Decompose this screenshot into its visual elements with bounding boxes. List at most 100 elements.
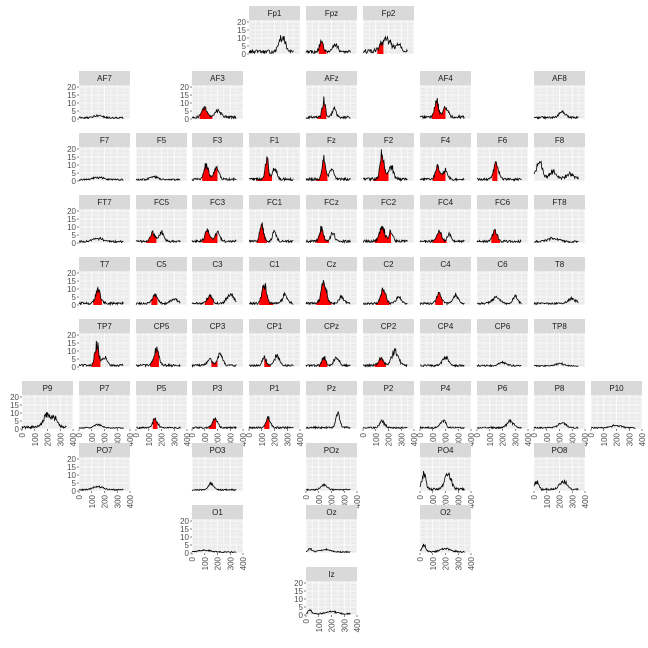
series-line <box>419 164 465 182</box>
x-tick-label: 200 <box>328 494 337 508</box>
series-line <box>533 110 579 120</box>
panel-label: FC6 <box>495 198 511 207</box>
x-tick-label: 200 <box>442 494 451 508</box>
series-line <box>476 160 522 182</box>
x-tick-label: 100 <box>372 432 381 446</box>
series-line <box>419 229 465 244</box>
series-line <box>305 39 351 54</box>
series-line <box>419 419 465 430</box>
strip-c3 <box>192 257 243 271</box>
strip-af8 <box>534 71 585 85</box>
gridlines <box>305 209 358 244</box>
series-line <box>78 285 124 307</box>
y-tick-label: 5 <box>72 293 77 302</box>
gridlines <box>248 395 301 430</box>
panel-label: P2 <box>384 384 394 393</box>
y-tick-label: 0 <box>299 611 304 620</box>
panel-label: PO8 <box>551 446 568 455</box>
strip-po3 <box>192 443 243 457</box>
y-tick-label: 10 <box>67 223 76 232</box>
strip-fc4 <box>420 195 471 209</box>
strip-oz <box>306 505 357 519</box>
gridlines <box>533 333 586 368</box>
strip-f7 <box>79 133 130 147</box>
x-tick-label: 400 <box>467 556 476 570</box>
series-line <box>248 353 294 368</box>
x-tick-label: 300 <box>283 432 292 446</box>
y-tick-label: 15 <box>67 463 76 472</box>
panel-label: T8 <box>555 260 565 269</box>
highlight-area <box>316 154 328 181</box>
panel-p1: P1 0 100 200 300 400 <box>245 381 305 446</box>
y-tick-label: 5 <box>72 231 77 240</box>
x-tick-label: 300 <box>226 432 235 446</box>
y-tick-label: 5 <box>72 479 77 488</box>
strip-c2 <box>363 257 414 271</box>
series-line <box>305 547 351 554</box>
gridlines <box>78 395 131 430</box>
strip-f6 <box>477 133 528 147</box>
panel-label: AF3 <box>210 74 225 83</box>
y-tick-label: 0 <box>185 115 190 124</box>
panel-cp2: CP2 <box>362 319 415 368</box>
x-tick-label: 100 <box>600 432 609 446</box>
panel-label: T7 <box>100 260 110 269</box>
panel-label: P8 <box>555 384 565 393</box>
panel-f2: F2 <box>362 133 415 183</box>
x-tick-label: 100 <box>145 432 154 446</box>
x-tick-label: 300 <box>170 432 179 446</box>
x-tick-label: 400 <box>581 432 590 446</box>
strip-c5 <box>136 257 187 271</box>
panel-oz: Oz <box>305 505 358 554</box>
y-tick-label: 5 <box>185 541 190 550</box>
x-tick-label: 100 <box>429 432 438 446</box>
strip-iz <box>306 567 357 581</box>
highlight-area <box>152 418 158 429</box>
panel-label: AFz <box>324 74 338 83</box>
series-line <box>533 236 579 244</box>
y-tick-label: 20 <box>180 517 189 526</box>
gridlines <box>135 333 188 368</box>
gridlines <box>135 209 188 244</box>
strip-af7 <box>79 71 130 85</box>
x-tick-label: 200 <box>499 432 508 446</box>
strip-c1 <box>249 257 300 271</box>
series-line <box>362 35 408 55</box>
y-tick-label: 20 <box>67 207 76 216</box>
x-tick-label: 200 <box>556 432 565 446</box>
gridlines <box>248 147 301 182</box>
strip-po4 <box>420 443 471 457</box>
gridlines <box>78 85 131 120</box>
x-tick-label: 400 <box>126 432 135 446</box>
panel-po4: PO4 0 100 200 300 400 <box>416 443 476 508</box>
series-line <box>362 348 408 368</box>
x-tick-label: 100 <box>201 432 210 446</box>
panel-label: F8 <box>555 136 565 145</box>
x-tick-label: 0 <box>416 494 425 499</box>
panel-p8: P8 0 100 200 300 400 <box>530 381 590 446</box>
x-tick-label: 100 <box>201 556 210 570</box>
gridlines <box>362 20 415 55</box>
y-tick-label: 5 <box>72 355 77 364</box>
x-tick-label: 200 <box>214 556 223 570</box>
strip-o1 <box>192 505 243 519</box>
x-tick-label: 0 <box>416 556 425 561</box>
strip-fc1 <box>249 195 300 209</box>
panel-label: CP2 <box>381 322 397 331</box>
panel-fc2: FC2 <box>362 195 415 244</box>
panel-label: P10 <box>609 384 624 393</box>
panel-label: AF4 <box>438 74 453 83</box>
strip-po8 <box>534 443 585 457</box>
series-line <box>419 543 465 554</box>
series-line <box>305 280 351 306</box>
panel-poz: POz 0 100 200 300 400 <box>302 443 362 508</box>
panel-label: C2 <box>383 260 394 269</box>
gridlines <box>78 147 131 182</box>
strip-fp2 <box>363 6 414 20</box>
y-tick-label: 20 <box>237 18 246 27</box>
series-line <box>135 293 181 306</box>
x-tick-label: 300 <box>511 432 520 446</box>
